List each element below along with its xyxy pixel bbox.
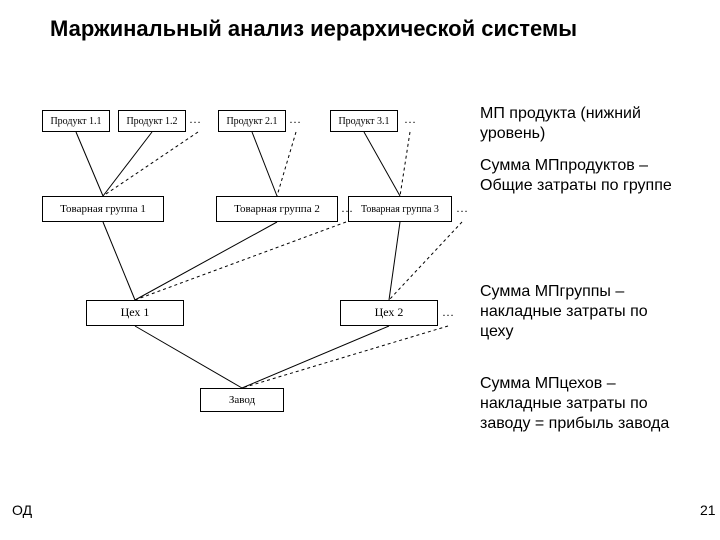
node-p21: Продукт 2.1 (218, 110, 286, 132)
node-p12: Продукт 1.2 (118, 110, 186, 132)
node-p31: Продукт 3.1 (330, 110, 398, 132)
caption-cap2: Сумма МПпродуктов – Общие затраты по гру… (480, 156, 680, 196)
ellipsis-after-c2: … (442, 305, 454, 320)
node-g1: Товарная группа 1 (42, 196, 164, 222)
caption-cap3: Сумма МПгруппы – накладные затраты по це… (480, 282, 680, 342)
footer-left: ОД (12, 502, 32, 518)
node-z: Завод (200, 388, 284, 412)
ellipsis-after-p21: … (289, 112, 301, 127)
caption-cap1: МП продукта (нижний уровень) (480, 104, 680, 144)
ellipsis-after-g3: … (456, 201, 468, 216)
caption-cap4: Сумма МПцехов – накладные затраты по зав… (480, 374, 690, 434)
page-title: Маржинальный анализ иерархической систем… (50, 16, 577, 42)
footer-right: 21 (700, 502, 716, 518)
ellipsis-after-p31: … (404, 112, 416, 127)
node-c1: Цех 1 (86, 300, 184, 326)
node-p11: Продукт 1.1 (42, 110, 110, 132)
node-c2: Цех 2 (340, 300, 438, 326)
ellipsis-after-p12: … (189, 112, 201, 127)
edges-svg (0, 0, 720, 540)
node-g2: Товарная группа 2 (216, 196, 338, 222)
node-g3: Товарная группа 3 (348, 196, 452, 222)
ellipsis-after-g2: … (341, 201, 353, 216)
